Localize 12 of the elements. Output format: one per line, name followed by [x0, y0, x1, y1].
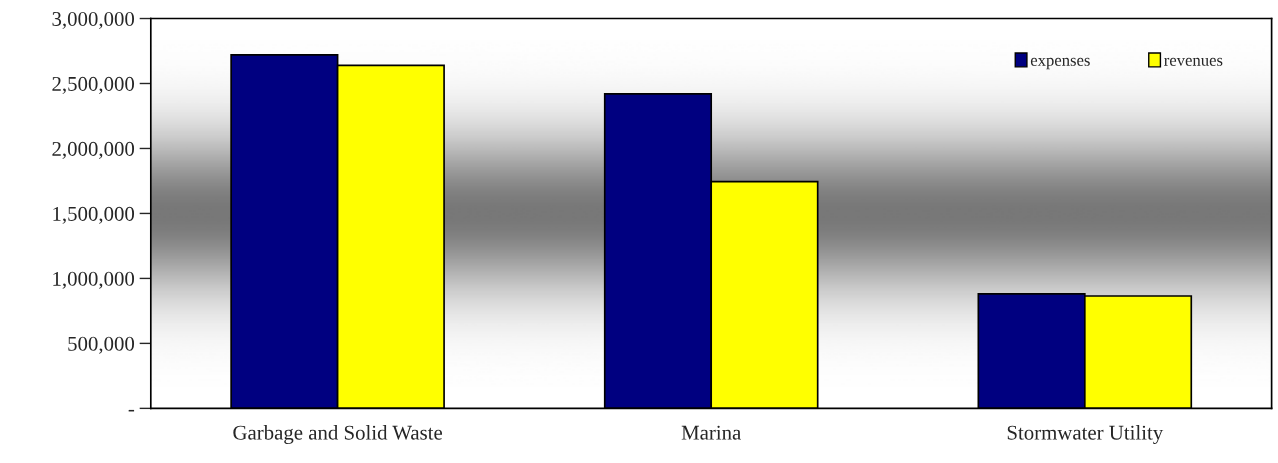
- y-tick-label: 500,000: [68, 336, 135, 354]
- y-tick-label: -: [128, 409, 135, 412]
- x-tick-label: Stormwater Utility: [1007, 425, 1164, 444]
- x-tick-label: Garbage and Solid Waste: [233, 425, 443, 444]
- y-tick-label: 3,000,000: [52, 11, 135, 29]
- legend-label: revenues: [1164, 57, 1223, 66]
- y-tick-label: 1,500,000: [53, 206, 135, 224]
- legend-label: expenses: [1030, 57, 1090, 70]
- y-tick-label: 2,500,000: [52, 76, 135, 94]
- y-tick-label: 2,000,000: [52, 141, 135, 159]
- y-tick-label: 1,000,000: [53, 271, 135, 289]
- x-tick-label: Marina: [681, 425, 741, 440]
